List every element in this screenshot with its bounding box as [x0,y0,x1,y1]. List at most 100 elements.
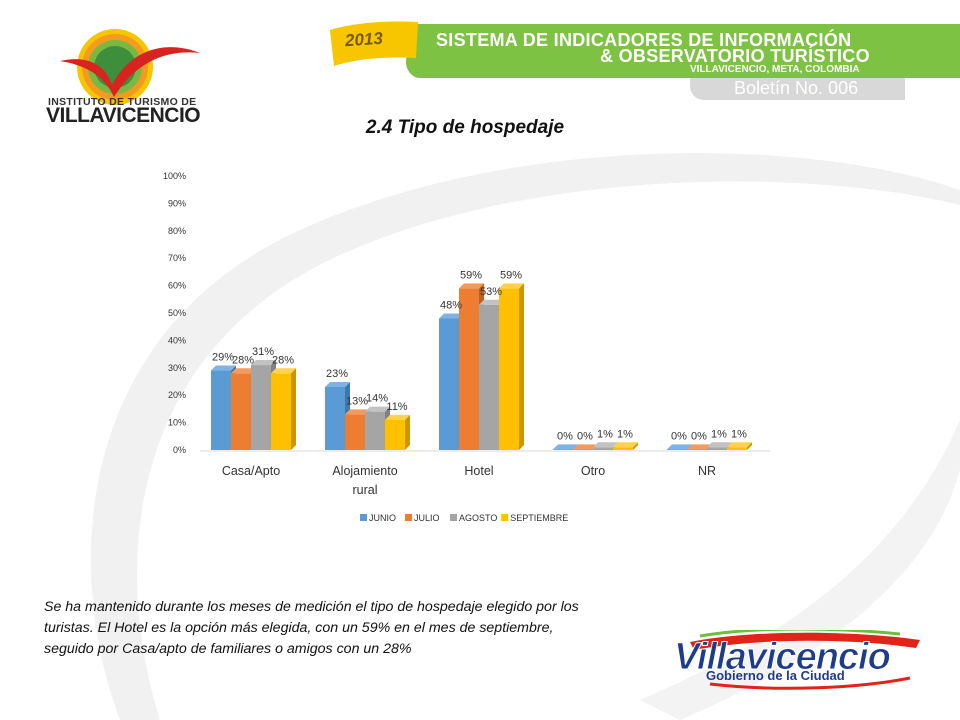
data-label: 0% [671,430,687,442]
bar-top [593,442,618,448]
y-tick-label: 70% [168,253,186,263]
bar-top [211,365,236,371]
data-label: 28% [272,354,294,366]
bar-junio [667,449,687,450]
y-tick-label: 100% [163,171,186,181]
data-label: 1% [731,428,747,440]
legend-swatch [501,514,509,521]
legend-label: JULIO [414,513,440,523]
data-label: 29% [212,352,234,364]
villavicencio-gobierno-logo [690,630,920,690]
bar-julio [345,414,365,450]
year-badge: 2013 [344,28,384,51]
chart-title: 2.4 Tipo de hospedaje [365,117,565,138]
data-label: 48% [440,299,462,311]
bar-agosto [251,365,271,450]
bar-septiembre [727,447,747,450]
bar-top [479,299,504,305]
footer-subtitle: Gobierno de la Ciudad [706,668,845,683]
bar-julio [687,449,707,450]
bar-top [385,414,410,420]
bar-septiembre [499,288,519,450]
data-label: 59% [460,269,482,281]
bar-top [687,444,712,450]
bar-top [251,360,276,366]
data-label: 53% [480,286,502,298]
data-label: 1% [711,428,727,440]
legend: JUNIO JULIO AGOSTO SEPTIEMBRE [360,513,568,523]
bar-top [345,409,370,415]
header-band [330,21,960,78]
bar-chart: 0%10%20%30%40%50%60%70%80%90%100% 29%28%… [163,171,770,523]
data-label: 23% [326,368,348,380]
bar-julio [231,373,251,450]
legend-label: JUNIO [369,513,396,523]
y-tick-label: 60% [168,281,186,291]
bar-top [499,283,524,289]
bar-agosto [365,411,385,450]
data-label: 28% [232,354,254,366]
bar-side [747,442,752,450]
category-label: Otro [581,464,605,478]
bar-top [439,313,464,319]
data-label: 1% [597,428,613,440]
data-label: 1% [617,428,633,440]
y-tick-label: 80% [168,226,186,236]
header-title-line2: & OBSERVATORIO TURÍSTICO [600,46,870,66]
legend-swatch [405,514,412,521]
boletin-label: Boletín No. 006 [734,78,859,98]
bar-top [325,381,350,387]
footer-brand: Villavicencio [674,636,892,679]
instituto-logo [60,29,200,105]
bar-top [459,283,484,289]
bar-julio [573,449,593,450]
y-tick-label: 30% [168,363,186,373]
logo-line1: INSTITUTO DE TURISMO DE [48,96,197,108]
bar-top [573,444,598,450]
category-label: Casa/Apto [222,464,280,478]
description-paragraph: Se ha mantenido durante los meses de med… [44,599,579,657]
bar-top [667,444,692,450]
bar-side [519,283,524,450]
data-label: 0% [557,430,573,442]
bar-agosto [479,304,499,450]
bar-junio [325,386,345,450]
bar-top [727,442,752,448]
bar-septiembre [385,419,405,450]
bar-side [633,442,638,450]
data-labels-group: 29%28%31%28%23%13%14%11%48%59%53%59%0% 0%… [212,269,747,442]
y-tick-label: 10% [168,418,186,428]
bar-septiembre [613,447,633,450]
bar-top [271,368,296,374]
data-label: 59% [500,269,522,281]
bar-top [553,444,578,450]
y-tick-label: 40% [168,335,186,345]
category-label: NR [698,464,716,478]
logo-line2: VILLAVICENCIO [46,104,201,127]
bars-group [211,283,752,450]
bar-top [365,406,390,412]
category-label: Hotel [464,464,493,478]
header-location: VILLAVICENCIO, META, COLOMBIA [690,64,860,75]
boletin-badge: Boletín No. 006 [690,78,905,100]
y-tick-label: 50% [168,308,186,318]
y-tick-label: 0% [173,445,186,455]
data-label: 0% [577,430,593,442]
bar-julio [459,288,479,450]
header-title-line1: SISTEMA DE INDICADORES DE INFORMACIÓN [436,30,852,50]
bar-side [405,414,410,450]
bar-agosto [593,447,613,450]
legend-label: SEPTIEMBRE [510,513,568,523]
bar-agosto [707,447,727,450]
bar-top [231,368,256,374]
bar-junio [211,370,231,450]
bar-junio [553,449,573,450]
category-labels-group: Casa/Apto Alojamiento rural Hotel Otro NR [222,464,716,497]
y-tick-label: 90% [168,198,186,208]
y-tick-label: 20% [168,390,186,400]
category-label: rural [352,483,377,497]
legend-label: AGOSTO [459,513,497,523]
bar-top [613,442,638,448]
category-label: Alojamiento [332,464,397,478]
